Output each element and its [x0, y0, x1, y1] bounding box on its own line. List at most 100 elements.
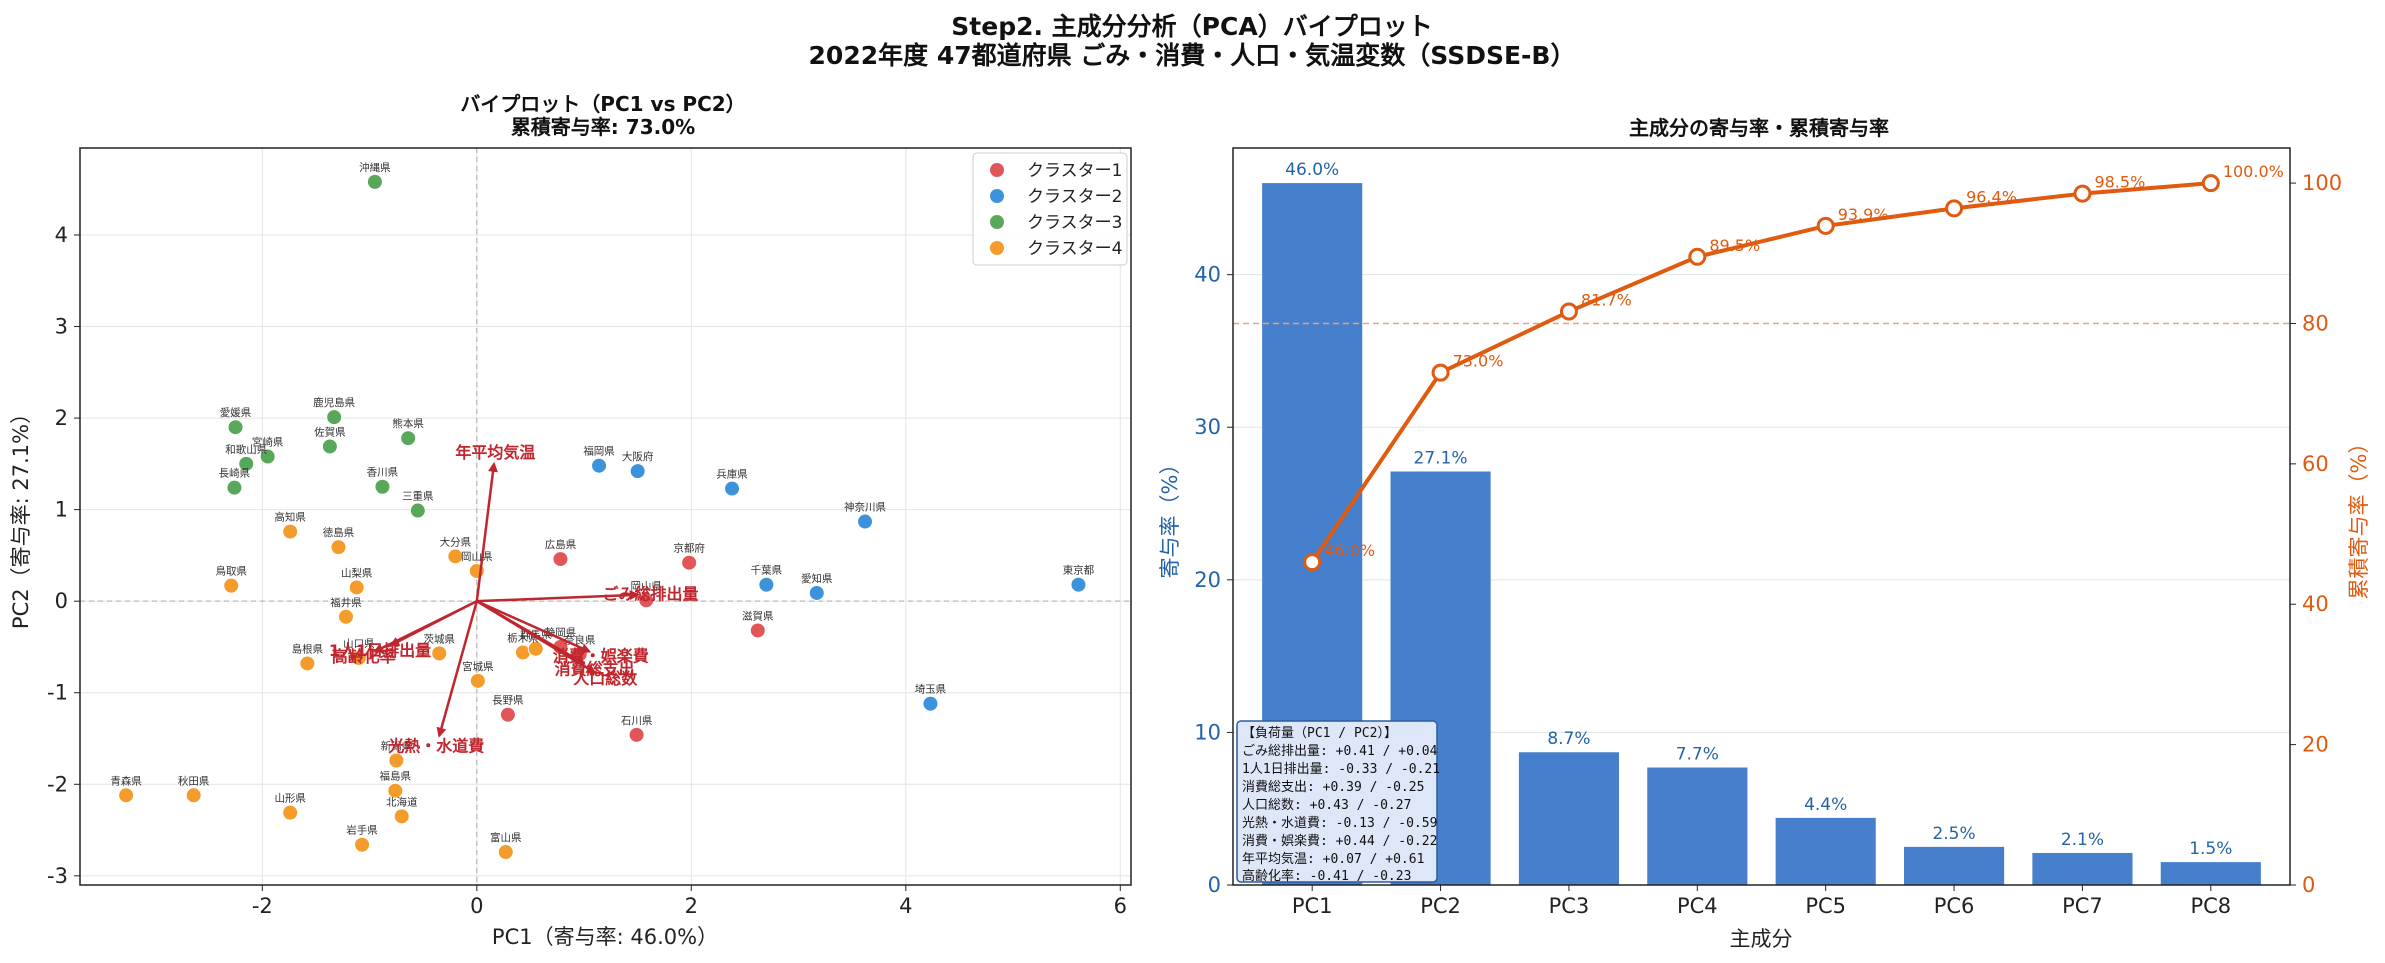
- data-point-cluster3: [400, 430, 417, 447]
- point-label: 富山県: [490, 831, 522, 844]
- data-point-cluster2: [758, 576, 775, 593]
- point-label: 和歌山県: [225, 443, 267, 456]
- x-tick-label: 0: [470, 894, 483, 918]
- loading-label: 高齢化率: [332, 647, 396, 666]
- point-label: 大分県: [440, 535, 472, 548]
- biplot-frame: [79, 147, 1132, 886]
- cumulative-line: [1310, 181, 2211, 564]
- y-tick-label: 4: [55, 223, 68, 247]
- y2-tick-label: 20: [2302, 733, 2329, 757]
- legend-marker-cluster1: [990, 163, 1004, 177]
- data-point-cluster4: [388, 752, 405, 769]
- legend-marker-cluster4: [990, 241, 1004, 255]
- point-label: 福岡県: [583, 445, 615, 458]
- point-label: 京都府: [673, 542, 705, 555]
- data-point-cluster4: [118, 787, 135, 804]
- biplot-points: [118, 173, 1087, 861]
- data-point-cluster4: [387, 782, 404, 799]
- scree-cumulative-labels: 46.0% 73.0% 81.7% 89.5% 93.9% 96.4% 98.5% 100.0…: [1324, 162, 2284, 560]
- point-label: 新潟県: [381, 739, 413, 752]
- data-point-cluster4: [282, 523, 299, 540]
- y2-tick-label: 60: [2302, 452, 2329, 476]
- figure-title-line2: 2022年度 47都道府県 ごみ・消費・人口・気温変数（SSDSE-B）: [809, 41, 1576, 70]
- loading-label: ごみ総排出量: [603, 584, 699, 603]
- x-tick-label: 2: [685, 894, 698, 918]
- point-label: 宮崎県: [252, 436, 284, 449]
- data-point-cluster4: [447, 548, 464, 565]
- point-label: 山形県: [274, 793, 306, 805]
- bar-value-label: 1.5%: [2189, 839, 2232, 859]
- point-label: 沖縄県: [359, 161, 391, 174]
- x-tick-label: PC4: [1677, 894, 1718, 918]
- point-label: 東京都: [1063, 564, 1095, 577]
- loading-label: 光熱・水道費: [387, 736, 484, 755]
- scree-right-y-axis-label: 累積寄与率（%）: [2347, 433, 2371, 600]
- x-tick-label: PC7: [2062, 894, 2103, 918]
- loading-label: 人口総数: [573, 669, 638, 688]
- loading-label: 1人1日排出量: [329, 641, 431, 660]
- biplot-title-line1: バイプロット（PC1 vs PC2）: [460, 92, 745, 116]
- variance-bar: [2032, 852, 2133, 885]
- point-label: 愛媛県: [220, 406, 252, 419]
- y-tick-label: -1: [47, 681, 68, 705]
- point-label: 山口県: [343, 638, 375, 650]
- loadings-box-bg: [1236, 720, 1438, 883]
- loadings-line: 消費総支出: +0.39 / -0.25: [1242, 780, 1424, 795]
- loadings-line: 光熱・水道費: -0.13 / -0.59: [1242, 816, 1437, 831]
- scree-left-y-axis-label: 寄与率（%）: [1158, 454, 1182, 579]
- point-label: 岡山県: [631, 580, 663, 592]
- data-point-cluster3: [227, 419, 244, 436]
- y-tick-label: -3: [47, 864, 68, 888]
- scree-x-axis-label: 主成分: [1730, 927, 1793, 951]
- data-point-cluster3: [226, 479, 243, 496]
- legend-box: [972, 152, 1128, 266]
- y-tick-label: 2: [55, 406, 68, 430]
- data-point-cluster3: [321, 438, 338, 455]
- point-label: 奈良県: [564, 633, 596, 646]
- loadings-line: 1人1日排出量: -0.33 / -0.21: [1242, 762, 1440, 777]
- x-tick-label: 6: [1114, 894, 1127, 918]
- loading-label: 消費・娯楽費: [553, 647, 649, 666]
- point-label: 高知県: [274, 511, 306, 524]
- data-point-cluster2: [1070, 576, 1087, 593]
- point-label: 佐賀県: [314, 425, 346, 438]
- loading-arrow: [436, 600, 479, 738]
- point-label: 島根県: [292, 642, 324, 655]
- point-label: 鹿児島県: [313, 396, 355, 409]
- data-point-cluster4: [393, 808, 410, 825]
- cumulative-value-label: 81.7%: [1581, 291, 1632, 310]
- point-label: 岡山県: [461, 551, 493, 563]
- loadings-line: ごみ総排出量: +0.41 / +0.04: [1242, 743, 1438, 759]
- y-tick-label: 1: [55, 498, 68, 522]
- loading-label: 年平均気温: [455, 443, 535, 462]
- data-point-cluster4: [354, 836, 371, 853]
- loading-arrow: [476, 590, 640, 603]
- data-point-cluster4: [337, 608, 354, 625]
- data-point-cluster4: [497, 844, 514, 861]
- data-point-cluster3: [374, 478, 391, 495]
- loading-label: 消費総支出: [555, 660, 635, 679]
- point-label: 青森県: [110, 774, 142, 787]
- data-point-cluster4: [223, 577, 240, 594]
- data-point-cluster2: [591, 457, 608, 474]
- scree-x-ticks: PC1 PC2 PC3 PC4 PC5 PC6 PC7 PC8: [1292, 885, 2231, 918]
- y-tick-label: 20: [1194, 568, 1221, 592]
- data-point-cluster1: [499, 706, 516, 723]
- y2-tick-label: 40: [2302, 592, 2329, 616]
- point-label: 石川県: [621, 715, 653, 727]
- y2-tick-label: 80: [2302, 311, 2329, 335]
- point-label: 岩手県: [346, 824, 378, 837]
- loading-arrow: [476, 600, 592, 653]
- loading-arrow: [476, 600, 597, 674]
- point-label: 大阪府: [622, 450, 654, 463]
- data-point-cluster3: [366, 173, 383, 190]
- variance-bar: [1903, 846, 2005, 885]
- data-point-cluster3: [259, 448, 276, 465]
- legend-marker-cluster2: [990, 189, 1004, 203]
- scree-title: 主成分の寄与率・累積寄与率: [1629, 116, 1889, 140]
- y-tick-label: 0: [1208, 873, 1221, 897]
- bar-value-label: 2.5%: [1932, 824, 1975, 844]
- loadings-line: 高齢化率: -0.41 / -0.23: [1242, 868, 1411, 884]
- cumulative-point: [2073, 184, 2092, 203]
